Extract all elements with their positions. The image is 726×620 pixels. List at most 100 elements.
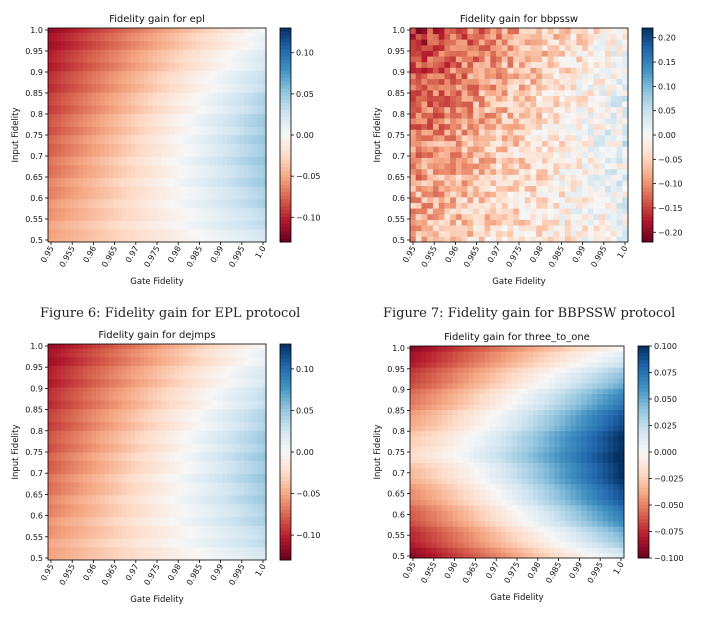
heatmap-cell	[52, 534, 58, 539]
heatmap-cell	[559, 146, 566, 153]
colorbar-segment	[280, 52, 291, 57]
heatmap-cell	[427, 67, 434, 74]
heatmap-cell	[157, 70, 162, 76]
heatmap-cell	[582, 39, 589, 46]
heatmap-cell	[48, 122, 53, 127]
heatmap-cell	[104, 126, 110, 132]
heatmap-cell	[187, 160, 193, 166]
heatmap-cell	[48, 495, 53, 500]
heatmap-cell	[82, 87, 88, 93]
heatmap-cell	[261, 79, 267, 85]
heatmap-cell	[582, 163, 589, 170]
heatmap-cell	[78, 464, 84, 470]
heatmap-cell	[113, 352, 119, 358]
heatmap-cell	[501, 129, 508, 136]
heatmap-cell	[48, 87, 53, 93]
chart-title: Fidelity gain for epl	[109, 14, 205, 25]
heatmap-cell	[122, 169, 127, 174]
heatmap-cell	[183, 177, 188, 183]
heatmap-cell	[257, 194, 263, 200]
heatmap-cell	[570, 50, 577, 57]
heatmap-cell	[48, 404, 53, 410]
heatmap-cell	[553, 67, 560, 74]
heatmap-cell	[48, 469, 53, 474]
heatmap-cell	[65, 70, 71, 76]
heatmap-cell	[52, 555, 58, 561]
colorbar-segment	[280, 177, 291, 182]
heatmap-cell	[576, 180, 583, 187]
heatmap-cell	[200, 70, 206, 76]
heatmap-cell	[100, 237, 106, 243]
heatmap-cell	[109, 443, 114, 449]
heatmap-cell	[187, 53, 193, 59]
heatmap-cell	[496, 101, 503, 108]
heatmap-cell	[61, 96, 66, 102]
heatmap-cell	[82, 404, 88, 410]
heatmap-cell	[113, 473, 119, 479]
heatmap-cell	[536, 213, 543, 220]
heatmap-cell	[461, 180, 468, 187]
heatmap-cell	[461, 185, 468, 192]
heatmap-cell	[82, 352, 88, 358]
heatmap-cell	[490, 118, 497, 125]
heatmap-cell	[87, 186, 92, 192]
heatmap-cell	[109, 426, 114, 431]
heatmap-cell	[139, 237, 145, 243]
heatmap-cell	[478, 89, 485, 96]
heatmap-cell	[95, 426, 101, 431]
heatmap-cell	[104, 100, 110, 106]
heatmap-cell	[187, 156, 193, 162]
heatmap-cell	[610, 151, 617, 158]
heatmap-cell	[78, 160, 84, 166]
heatmap-cell	[74, 365, 79, 371]
heatmap-cell	[438, 157, 445, 164]
heatmap-cell	[91, 421, 97, 427]
heatmap-cell	[56, 36, 62, 42]
heatmap-cell	[48, 139, 53, 144]
heatmap-cell	[69, 190, 75, 196]
heatmap-cell	[143, 66, 149, 72]
heatmap-cell	[91, 182, 97, 187]
heatmap-cell	[78, 237, 84, 243]
heatmap-cell	[165, 186, 171, 192]
heatmap-cell	[139, 199, 145, 204]
heatmap-cell	[48, 156, 53, 162]
x-tick-label: 0.985	[547, 245, 566, 269]
heatmap-cell	[587, 84, 594, 91]
heatmap-cell	[616, 219, 623, 226]
heatmap-cell	[191, 220, 197, 226]
heatmap-cell	[100, 542, 106, 548]
colorbar-segment	[642, 74, 653, 79]
heatmap-cell	[438, 236, 445, 243]
heatmap-cell	[95, 344, 101, 349]
heatmap-cell	[570, 191, 577, 198]
heatmap-cell	[450, 129, 457, 136]
heatmap-cell	[196, 199, 201, 204]
heatmap-cell	[524, 146, 531, 153]
heatmap-cell	[570, 106, 577, 113]
heatmap-cell	[239, 122, 245, 127]
heatmap-cell	[226, 190, 232, 196]
heatmap-cell	[570, 236, 577, 243]
heatmap-cell	[432, 191, 440, 198]
heatmap-cell	[56, 79, 62, 85]
heatmap-cell	[576, 78, 583, 85]
heatmap-cell	[152, 62, 158, 67]
heatmap-cell	[78, 482, 84, 487]
heatmap-cell	[204, 130, 210, 136]
heatmap-cell	[74, 525, 79, 531]
heatmap-cell	[547, 208, 554, 215]
heatmap-cell	[56, 216, 62, 221]
heatmap-cell	[616, 67, 623, 74]
heatmap-cell	[222, 79, 228, 85]
heatmap-cell	[82, 45, 88, 50]
heatmap-cell	[444, 151, 451, 158]
heatmap-cell	[450, 123, 457, 130]
heatmap-cell	[530, 129, 537, 136]
heatmap-cell	[541, 56, 549, 63]
heatmap-cell	[204, 62, 210, 67]
heatmap-cell	[104, 143, 110, 149]
heatmap-cell	[122, 160, 127, 166]
heatmap-cell	[576, 213, 583, 220]
heatmap-cell	[252, 237, 258, 243]
